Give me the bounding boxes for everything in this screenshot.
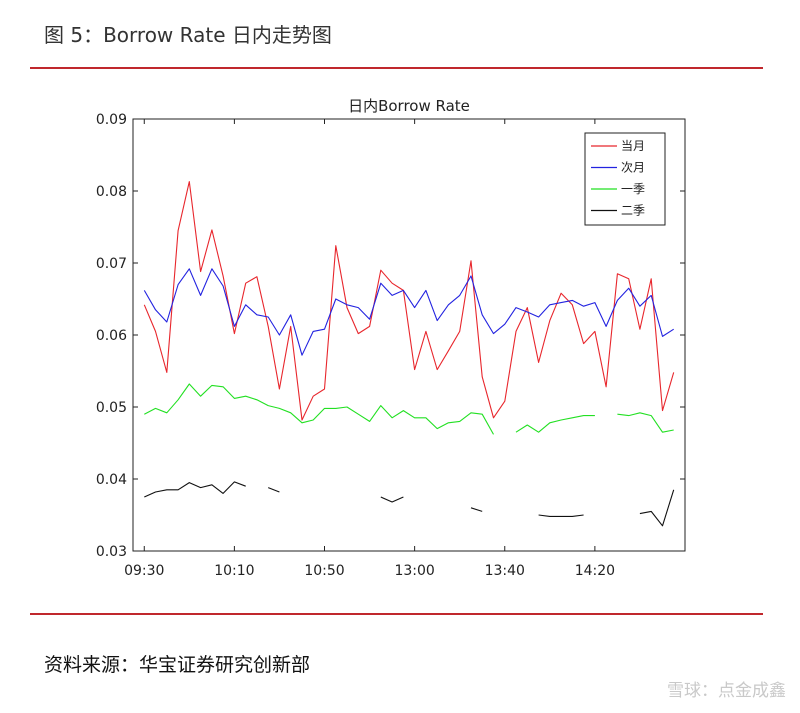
x-tick-label: 10:10: [214, 563, 254, 579]
series-1: [143, 181, 675, 421]
y-tick-label: 0.08: [96, 184, 127, 200]
series-line-segment: [267, 487, 280, 493]
legend-label: 当月: [621, 139, 645, 153]
source-note: 资料来源：华宝证券研究创新部: [44, 654, 311, 676]
series-2: [143, 268, 674, 356]
series-line-segment: [380, 496, 404, 503]
x-tick-label: 10:50: [304, 563, 344, 579]
legend-label: 一季: [621, 182, 645, 196]
y-tick-label: 0.03: [96, 544, 127, 560]
legend-label: 二季: [621, 204, 645, 218]
series-4: [144, 481, 675, 527]
series-line-segment: [143, 181, 675, 421]
x-tick-label: 13:40: [485, 563, 525, 579]
series-3: [144, 383, 674, 435]
x-tick-label: 14:20: [575, 563, 615, 579]
y-tick-label: 0.04: [96, 472, 127, 488]
series-line-segment: [470, 507, 483, 512]
figure-title: 图 5：Borrow Rate 日内走势图: [44, 23, 332, 47]
y-tick-label: 0.09: [96, 112, 127, 128]
legend-box: [584, 132, 666, 226]
chart-title: 日内Borrow Rate: [348, 97, 470, 115]
series-line-segment: [143, 268, 674, 356]
bottom-divider: [30, 613, 763, 615]
y-tick-label: 0.06: [96, 328, 127, 344]
watermark: 雪球：点金成鑫: [667, 681, 786, 701]
series-line-segment: [639, 489, 675, 527]
x-tick-label: 13:00: [394, 563, 434, 579]
top-divider: [30, 67, 763, 69]
y-tick-label: 0.05: [96, 400, 127, 416]
legend-label: 次月: [621, 161, 645, 175]
series-line-segment: [144, 481, 246, 498]
y-tick-label: 0.07: [96, 256, 127, 272]
series-line-segment: [515, 415, 595, 433]
series-line-segment: [144, 383, 494, 435]
series-line-segment: [617, 412, 674, 433]
series-line-segment: [538, 514, 584, 517]
x-tick-label: 09:30: [124, 563, 164, 579]
